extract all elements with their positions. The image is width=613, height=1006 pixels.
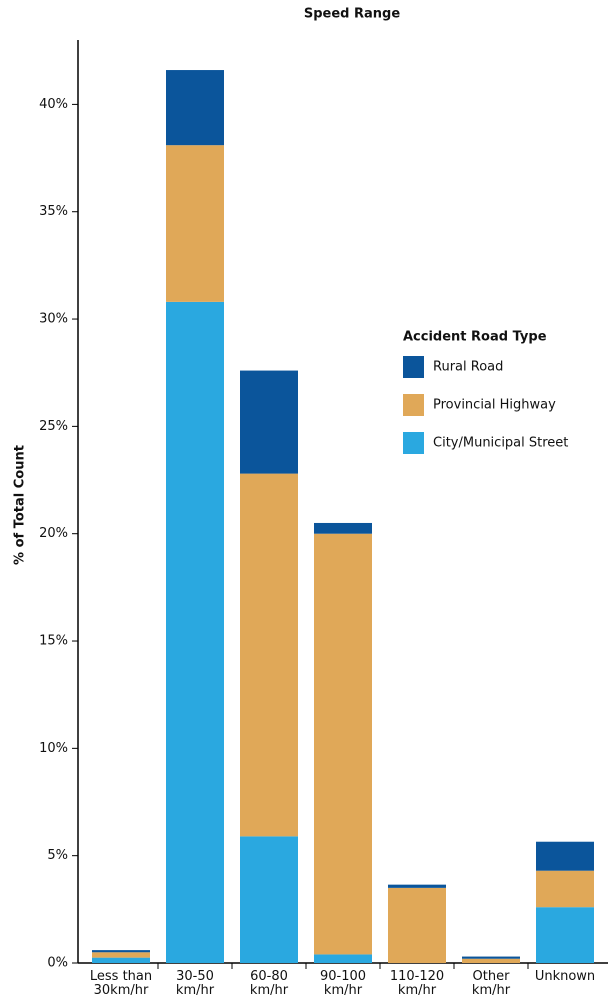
y-tick-label: 10% [39, 741, 68, 756]
bar-segment [240, 370, 298, 474]
bar-segment [166, 145, 224, 302]
bar-segment [166, 301, 224, 964]
legend-swatch [403, 356, 424, 378]
y-axis-title: % of Total Count [13, 445, 28, 565]
x-tick-label: 90-100 km/hr [319, 969, 367, 998]
bar-segment [536, 907, 594, 963]
y-tick-label: 0% [47, 956, 68, 971]
bar-segment [240, 473, 298, 837]
bar-segment [536, 870, 594, 908]
x-tick-label: Other km/hr [471, 969, 511, 998]
bar-segment [92, 952, 150, 958]
legend-title: Accident Road Type [403, 330, 547, 345]
legend-swatch [403, 394, 424, 416]
legend-label: Provincial Highway [433, 398, 556, 413]
bar-segment [314, 533, 372, 955]
bar-segment [166, 70, 224, 146]
x-tick-label: 60-80 km/hr [249, 969, 289, 998]
legend-label: Rural Road [433, 360, 503, 375]
bar-segment [92, 957, 150, 963]
bar-segment [240, 836, 298, 963]
bar-segment [388, 887, 446, 963]
y-tick-label: 40% [39, 97, 68, 112]
chart-title: Speed Range [304, 7, 400, 22]
y-tick-label: 35% [39, 204, 68, 219]
bar-segment [92, 950, 150, 953]
y-tick-label: 30% [39, 312, 68, 327]
bar-segment [388, 884, 446, 888]
x-tick-label: Less than 30km/hr [89, 969, 153, 998]
x-tick-label: Unknown [534, 969, 596, 984]
bar-segment [314, 522, 372, 534]
x-tick-label: 110-120 km/hr [389, 969, 445, 998]
bar-segment [462, 958, 520, 963]
y-tick-label: 20% [39, 526, 68, 541]
legend-swatch [403, 432, 424, 454]
y-tick-label: 15% [39, 634, 68, 649]
bar-segment [462, 956, 520, 959]
y-tick-label: 5% [47, 848, 68, 863]
bar-segment [314, 954, 372, 963]
y-tick-label: 25% [39, 419, 68, 434]
legend-label: City/Municipal Street [433, 436, 568, 451]
x-tick-label: 30-50 km/hr [175, 969, 215, 998]
bar-segment [536, 841, 594, 871]
